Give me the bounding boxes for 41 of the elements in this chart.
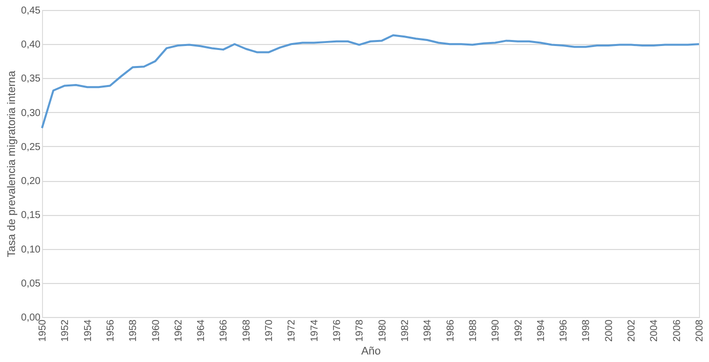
line-series <box>41 34 700 130</box>
x-tick-label: 1952 <box>60 319 72 342</box>
x-tick-label: 2008 <box>694 319 706 342</box>
x-tick-label: 1972 <box>286 319 298 342</box>
y-tick-label: 0,40 <box>21 40 41 51</box>
x-tick-label: 1976 <box>332 319 344 342</box>
x-tick-label: 1996 <box>558 319 570 342</box>
x-axis-title: Año <box>361 346 381 358</box>
y-axis-title: Tasa de prevalencia migratoria interna <box>6 70 18 258</box>
y-tick-label: 0,45 <box>21 6 41 16</box>
x-tick-label: 1962 <box>173 319 184 342</box>
y-tick-label: 0,10 <box>21 244 41 256</box>
y-tick-label: 0,15 <box>21 210 41 222</box>
y-tick-label: 0,05 <box>21 278 41 290</box>
x-tick-label: 1990 <box>490 319 502 342</box>
x-tick-label: 1968 <box>241 319 252 342</box>
x-tick-label: 2002 <box>626 319 638 342</box>
x-tick-label: 1994 <box>536 319 547 342</box>
y-tick-label: 0,25 <box>21 142 41 153</box>
x-tick-label: 1958 <box>128 319 140 342</box>
x-tick-label: 1956 <box>105 319 116 342</box>
x-tick-label: 1966 <box>218 319 230 342</box>
x-tick-label: 1964 <box>196 319 208 342</box>
x-tick-label: 1984 <box>422 319 434 342</box>
x-tick-label: 1978 <box>354 319 366 342</box>
x-tick-label: 1982 <box>400 319 411 342</box>
x-tick-label: 2004 <box>649 319 660 342</box>
x-tick-label: 1992 <box>513 319 524 342</box>
x-tick-label: 1986 <box>445 319 456 342</box>
x-tick-label: 2000 <box>604 319 615 342</box>
y-tick-label: 0,30 <box>21 108 41 119</box>
x-tick-label: 1988 <box>468 319 479 342</box>
x-tick-label: 1998 <box>581 319 592 342</box>
y-tick-label: 0,35 <box>21 74 41 85</box>
x-tick-label: 1954 <box>82 319 94 342</box>
x-tick-label: 1960 <box>150 319 162 342</box>
x-tick-label: 1974 <box>309 319 320 342</box>
x-tick-label: 1980 <box>377 319 388 342</box>
y-tick-label: 0,20 <box>21 176 41 188</box>
x-tick-label: 1970 <box>264 319 276 342</box>
x-tick-label: 2006 <box>672 319 683 342</box>
